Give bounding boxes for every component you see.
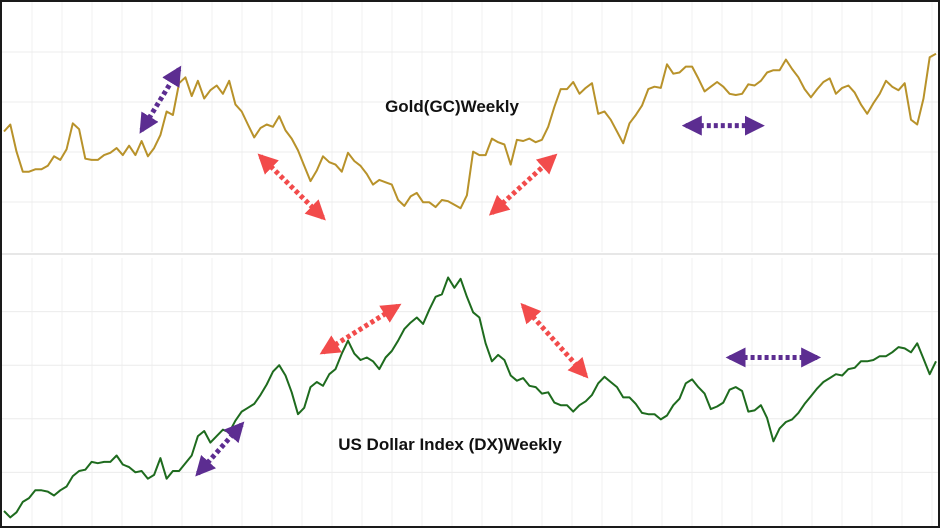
dollar-panel: US Dollar Index (DX)Weekly <box>2 258 938 526</box>
gold-double-arrow-2 <box>488 153 558 216</box>
gold-double-arrow-0 <box>139 65 182 134</box>
gold-chart-title: Gold(GC)Weekly <box>385 97 519 116</box>
dollar-double-arrow-0 <box>195 421 245 477</box>
gold-double-arrow-1 <box>257 153 326 221</box>
dollar-series-line-0 <box>3 276 937 519</box>
gold-series-line-0 <box>3 52 937 210</box>
dollar-grid <box>2 258 938 526</box>
gold-series-group <box>3 52 937 210</box>
gold-annotations <box>139 65 765 221</box>
dollar-chart-title: US Dollar Index (DX)Weekly <box>338 435 562 454</box>
dollar-double-arrow-2 <box>520 302 589 379</box>
dollar-series-group <box>3 276 937 519</box>
dollar-double-arrow-1 <box>319 303 402 355</box>
gold-panel: Gold(GC)Weekly <box>2 2 938 252</box>
dollar-annotations <box>195 302 822 477</box>
